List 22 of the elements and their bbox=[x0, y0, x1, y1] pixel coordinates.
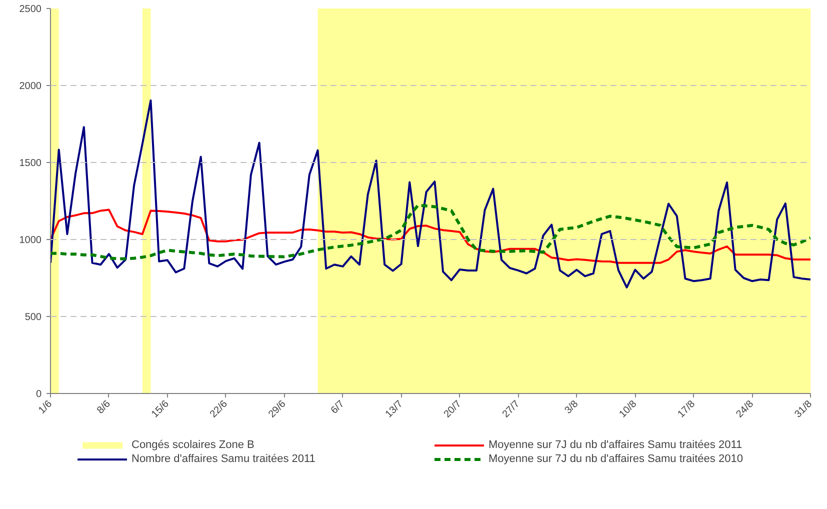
x-tick-label: 31/8 bbox=[792, 398, 815, 420]
x-tick-label: 10/8 bbox=[617, 398, 640, 420]
y-tick-label: 2500 bbox=[19, 4, 42, 15]
legend-label: Nombre d'affaires Samu traitées 2011 bbox=[132, 453, 316, 465]
x-tick-label: 8/6 bbox=[95, 398, 114, 416]
x-tick-label: 22/6 bbox=[208, 398, 230, 420]
x-tick-label: 6/7 bbox=[329, 398, 348, 416]
x-tick-label: 15/6 bbox=[150, 398, 172, 420]
legend-label: Moyenne sur 7J du nb d'affaires Samu traitées 2010 bbox=[488, 453, 744, 465]
x-tick-label: 24/8 bbox=[734, 398, 756, 420]
x-tick-label: 17/8 bbox=[676, 398, 698, 420]
line-series bbox=[50, 99, 810, 288]
y-tick-label: 0 bbox=[36, 389, 42, 400]
legend-label: Moyenne sur 7J du nb d'affaires Samu traitées 2011 bbox=[488, 439, 744, 451]
y-tick-label: 1000 bbox=[19, 235, 42, 246]
y-tick-label: 500 bbox=[24, 312, 42, 323]
x-tick-label: 3/8 bbox=[562, 398, 581, 416]
y-tick-label: 2000 bbox=[19, 81, 42, 92]
x-tick-label: 29/6 bbox=[266, 398, 289, 420]
legend-label: Congés scolaires Zone B bbox=[132, 439, 256, 451]
x-tick-label: 1/6 bbox=[36, 398, 55, 416]
y-tick-label: 1500 bbox=[19, 158, 42, 169]
